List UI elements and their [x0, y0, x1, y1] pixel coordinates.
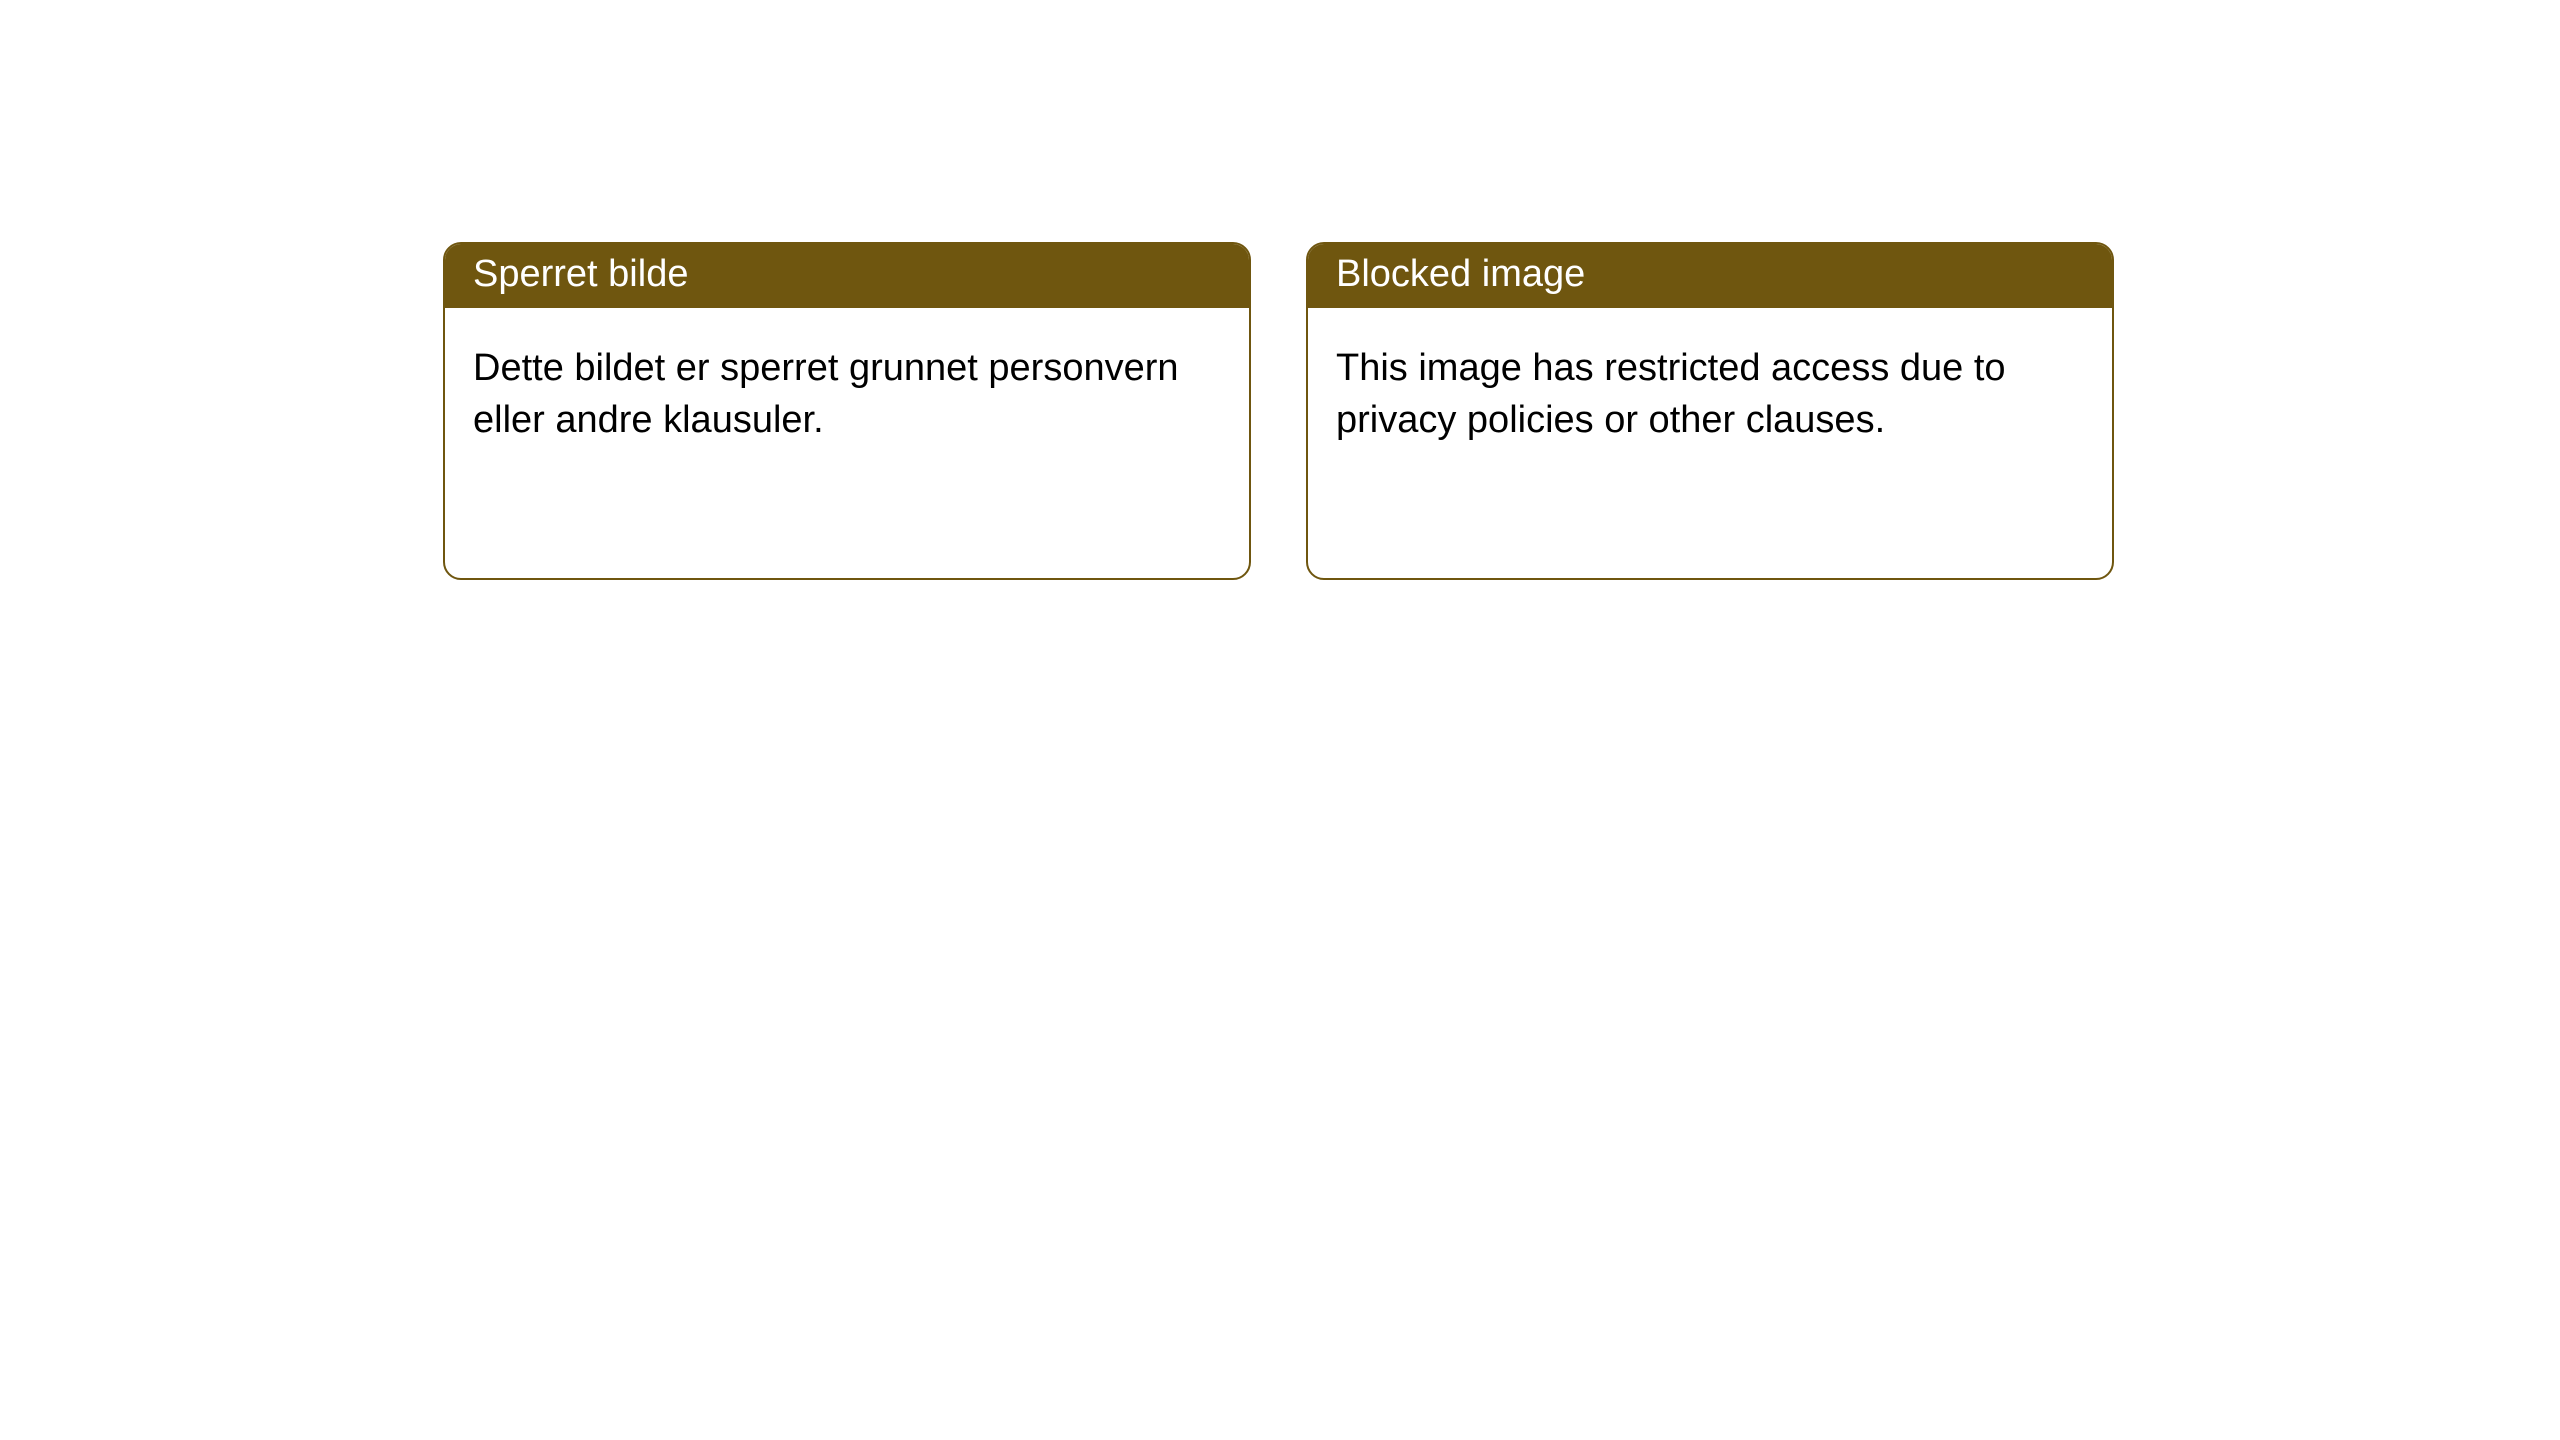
card-body-text: This image has restricted access due to … — [1336, 347, 2006, 441]
card-header: Sperret bilde — [445, 244, 1249, 308]
blocked-image-card-norwegian: Sperret bilde Dette bildet er sperret gr… — [443, 242, 1251, 580]
card-body: Dette bildet er sperret grunnet personve… — [445, 308, 1249, 475]
card-body-text: Dette bildet er sperret grunnet personve… — [473, 347, 1179, 441]
card-title: Sperret bilde — [473, 253, 688, 295]
card-body: This image has restricted access due to … — [1308, 308, 2112, 475]
blocked-image-card-english: Blocked image This image has restricted … — [1306, 242, 2114, 580]
card-header: Blocked image — [1308, 244, 2112, 308]
cards-container: Sperret bilde Dette bildet er sperret gr… — [0, 0, 2560, 580]
card-title: Blocked image — [1336, 253, 1585, 295]
